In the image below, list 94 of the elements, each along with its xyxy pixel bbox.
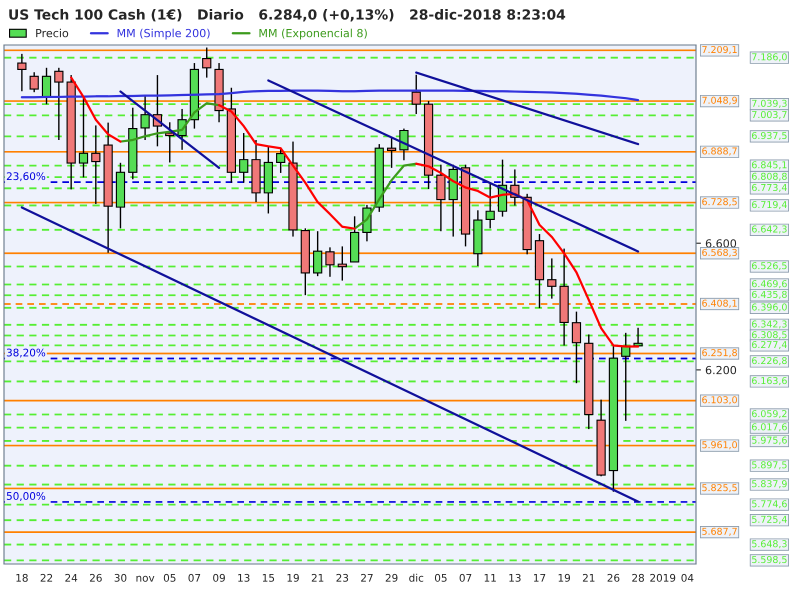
x-tick-label: 07 (188, 574, 200, 582)
ref-line-label: 5.975,6 (752, 436, 787, 445)
candlestick (338, 246, 347, 282)
candlestick (386, 136, 396, 169)
x-tick-label: 28 (632, 574, 644, 582)
x-tick-label: 30 (114, 574, 126, 582)
ref-line-label: 5.687,7 (702, 528, 737, 536)
candlestick (313, 230, 322, 277)
ref-line-label: 6.845,1 (752, 161, 787, 170)
candlestick (621, 332, 630, 422)
ref-line-label: 5.961,0 (702, 441, 737, 450)
candlestick (17, 53, 26, 92)
x-tick-label: 19 (558, 574, 570, 582)
x-tick-label: 23 (336, 574, 348, 582)
ref-line-label: 6.719,4 (752, 201, 787, 210)
candlestick (78, 97, 88, 178)
ref-line-label: 6.435,8 (752, 290, 787, 299)
x-tick-label: 13 (509, 574, 521, 582)
annotation: 38,20% (6, 348, 46, 358)
ref-line-label: 6.103,0 (702, 396, 737, 404)
x-tick-label: 07 (460, 574, 472, 582)
y-tick-label: 6.600 (706, 239, 736, 248)
y-tick-label: 6.200 (706, 366, 736, 374)
candlestick (42, 67, 52, 105)
ref-line-label: 7.039,3 (752, 100, 787, 108)
ref-line-label: 6.408,1 (702, 300, 737, 308)
ref-line-label: 5.837,9 (752, 480, 787, 488)
x-tick-label: 21 (312, 574, 324, 582)
candlestick (140, 95, 150, 141)
x-tick-label: 27 (361, 574, 373, 582)
candlestick (30, 72, 39, 93)
candlestick (486, 182, 495, 230)
ref-line-label: 6.226,8 (752, 357, 787, 366)
ref-line-label: 7.048,9 (702, 96, 737, 105)
candlestick (572, 310, 582, 384)
ref-line-label: 6.526,5 (752, 262, 787, 270)
candlestick (202, 46, 212, 78)
ref-line-label: 6.396,0 (752, 303, 787, 312)
ref-line-label: 6.728,5 (702, 198, 737, 206)
ref-line-label: 5.774,6 (752, 500, 787, 508)
x-tick-label: 19 (288, 574, 299, 582)
ref-line-label: 6.642,3 (752, 225, 787, 234)
ref-line-label: 5.897,5 (752, 461, 787, 470)
ref-line-label: 5.648,3 (752, 540, 787, 548)
x-tick-label: 26 (608, 574, 620, 582)
candlestick (547, 258, 556, 300)
candlestick (276, 148, 286, 174)
ref-line-label: 6.888,7 (702, 147, 737, 156)
x-tick-label: 11 (484, 574, 496, 582)
x-tick-label: 29 (386, 574, 398, 582)
candlestick (325, 246, 335, 278)
ref-line-label: 6.342,3 (752, 320, 787, 329)
ref-line-label: 6.277,4 (752, 340, 787, 350)
annotation: 23,60% (6, 172, 46, 182)
x-tick-label: 24 (65, 574, 78, 582)
ref-line-label: 7.186,0 (752, 53, 787, 62)
ref-line-label: 6.308,5 (752, 331, 787, 340)
x-tick-label: 05 (434, 574, 447, 582)
candlestick (239, 132, 248, 184)
x-tick-label: 26 (90, 574, 102, 582)
x-tick-label: nov (136, 576, 154, 582)
candlestick (91, 124, 100, 205)
ref-line-label: 6.163,6 (752, 377, 787, 386)
ref-line-label: 6.469,6 (752, 280, 787, 288)
ref-line-label: 5.825,5 (702, 484, 737, 492)
x-tick-label: 05 (164, 574, 176, 582)
ref-line-label: 6.059,2 (752, 410, 786, 418)
x-tick-label: 15 (262, 574, 274, 582)
x-tick-label: 18 (16, 574, 28, 582)
candlestick (412, 74, 421, 115)
text: Precio (36, 28, 68, 38)
x-tick-label: 09 (213, 574, 225, 582)
ref-line-label: 6.937,5 (752, 132, 787, 140)
ref-line-label: 6.251,8 (702, 349, 737, 358)
text: MM (Exponencial 8) (259, 28, 367, 40)
x-tick-label: 21 (582, 574, 594, 582)
x-tick-label: 17 (534, 574, 546, 582)
ref-line-label: 6.568,3 (702, 248, 737, 257)
ref-line-label: 5.725,4 (752, 516, 787, 524)
candlestick (54, 67, 64, 141)
ref-line-label: 6.017,6 (752, 423, 787, 432)
ref-line-label: 5.598,5 (752, 556, 787, 564)
ref-line-label: 6.773,4 (752, 184, 787, 192)
x-tick-label: dic (409, 574, 424, 582)
annotation: 50,00% (6, 492, 46, 501)
x-tick-label: 13 (238, 574, 250, 582)
x-tick-label: 22 (40, 574, 52, 582)
x-tick-label: 04 (681, 574, 694, 582)
ref-line-label: 6.808,8 (752, 172, 787, 181)
ref-line-label: 7.003,7 (752, 110, 787, 120)
chart-title: US Tech 100 Cash (1€) Diario 6.284,0 (+0,13%) 28-dic-2018 8:23:04 (9, 9, 566, 22)
ref-line-label: 7.209,1 (702, 46, 737, 54)
x-tick-label: 2019 (650, 574, 676, 582)
text: MM (Simple 200) (118, 28, 210, 40)
